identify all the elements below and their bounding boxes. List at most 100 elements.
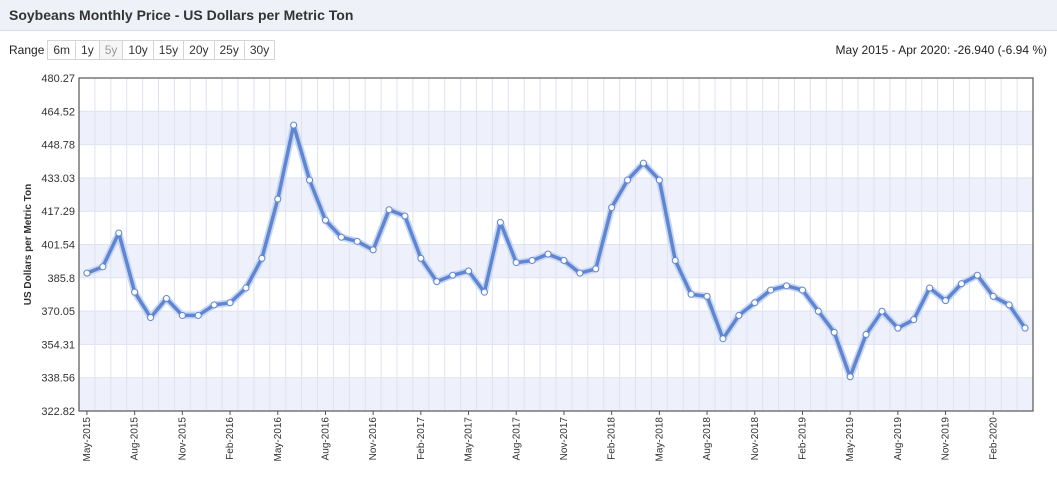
range-button-30y[interactable]: 30y xyxy=(243,40,276,60)
range-button-6m[interactable]: 6m xyxy=(47,40,77,60)
data-point xyxy=(576,269,584,277)
data-point xyxy=(465,267,473,275)
x-tick-label: May-2018 xyxy=(654,417,665,462)
range-button-25y[interactable]: 25y xyxy=(213,40,245,60)
data-point xyxy=(210,301,218,309)
data-point xyxy=(306,176,314,184)
data-point xyxy=(814,307,822,315)
x-tick-label: Feb-2016 xyxy=(225,417,236,460)
data-point xyxy=(1005,301,1013,309)
y-tick-label: 385.8 xyxy=(47,273,75,285)
x-tick-label: May-2015 xyxy=(82,417,93,462)
data-point xyxy=(783,282,791,290)
x-tick-label: Feb-2020 xyxy=(988,417,999,460)
data-point xyxy=(942,297,950,305)
x-tick-label: Aug-2018 xyxy=(702,417,713,461)
x-tick-label: Aug-2015 xyxy=(130,417,141,461)
data-point xyxy=(671,256,679,264)
x-tick-label: Nov-2018 xyxy=(750,417,761,461)
data-point xyxy=(353,237,361,245)
x-tick-label: Feb-2017 xyxy=(416,417,427,460)
range-button-5y[interactable]: 5y xyxy=(98,40,124,60)
data-point xyxy=(147,314,155,322)
data-point xyxy=(592,265,600,273)
data-point xyxy=(544,250,552,258)
title-bar: Soybeans Monthly Price - US Dollars per … xyxy=(0,0,1057,31)
range-selector: Range 6m 1y 5y 10y 15y 20y 25y 30y xyxy=(9,40,276,60)
x-tick-label: May-2019 xyxy=(845,417,856,462)
y-tick-label: 433.03 xyxy=(41,173,75,185)
y-tick-label: 480.27 xyxy=(41,73,75,85)
data-point xyxy=(798,286,806,294)
data-point xyxy=(751,299,759,307)
data-point xyxy=(131,288,139,296)
data-point xyxy=(735,311,743,319)
x-tick-label: Aug-2016 xyxy=(320,417,331,461)
data-point xyxy=(639,159,647,167)
data-point xyxy=(99,263,107,271)
data-point xyxy=(655,176,663,184)
plot-border xyxy=(78,77,1034,412)
data-point xyxy=(369,246,377,254)
data-point xyxy=(321,216,329,224)
data-point xyxy=(162,295,170,303)
x-tick-label: Aug-2017 xyxy=(511,417,522,461)
range-summary: May 2015 - Apr 2020: -26.940 (-6.94 %) xyxy=(835,43,1047,57)
data-point xyxy=(719,335,727,343)
data-point xyxy=(401,212,409,220)
series-line xyxy=(85,123,1027,379)
data-point xyxy=(417,254,425,262)
price-chart: 480.27 464.52 448.78 433.03 417.29 401.54 385.… xyxy=(23,73,1034,462)
y-tick-label: 448.78 xyxy=(41,140,75,152)
data-point xyxy=(337,233,345,241)
range-button-1y[interactable]: 1y xyxy=(75,40,100,60)
data-point xyxy=(226,299,234,307)
x-tick-label: May-2017 xyxy=(464,417,475,462)
x-tick-label: Nov-2019 xyxy=(941,417,952,461)
data-point xyxy=(194,311,202,319)
data-point xyxy=(957,280,965,288)
data-point xyxy=(973,271,981,279)
data-point xyxy=(608,204,616,212)
data-point xyxy=(560,256,568,264)
data-point xyxy=(846,373,854,381)
y-tick-label: 354.31 xyxy=(41,339,75,351)
chart-title: Soybeans Monthly Price - US Dollars per … xyxy=(9,7,354,23)
range-button-20y[interactable]: 20y xyxy=(183,40,215,60)
data-point xyxy=(449,271,457,279)
data-point xyxy=(385,206,393,214)
data-point xyxy=(242,284,250,292)
data-point xyxy=(274,195,282,203)
y-tick-label: 322.82 xyxy=(41,406,75,418)
data-point xyxy=(989,292,997,300)
y-axis-title: US Dollars per Metric Ton xyxy=(23,184,34,306)
x-tick-label: Aug-2019 xyxy=(893,417,904,461)
data-point xyxy=(512,259,520,267)
data-point xyxy=(910,316,918,324)
data-point xyxy=(290,121,298,129)
data-point xyxy=(703,292,711,300)
data-point xyxy=(258,254,266,262)
data-point xyxy=(862,330,870,338)
data-point xyxy=(528,256,536,264)
data-point xyxy=(480,288,488,296)
data-point xyxy=(767,286,775,294)
x-tick-label: Nov-2015 xyxy=(177,417,188,461)
x-tick-label: Feb-2018 xyxy=(607,417,618,460)
data-point xyxy=(1021,324,1029,332)
data-point xyxy=(878,307,886,315)
y-tick-label: 338.56 xyxy=(41,373,75,385)
y-tick-label: 417.29 xyxy=(41,206,75,218)
data-point xyxy=(894,324,902,332)
data-point xyxy=(178,311,186,319)
y-tick-label: 370.05 xyxy=(41,306,75,318)
x-tick-label: Feb-2019 xyxy=(797,417,808,460)
data-point xyxy=(926,284,934,292)
x-tick-label: Nov-2017 xyxy=(559,417,570,461)
x-tick-label: May-2016 xyxy=(273,417,284,462)
y-tick-label: 401.54 xyxy=(41,240,75,252)
range-button-10y[interactable]: 10y xyxy=(122,40,154,60)
range-label: Range xyxy=(9,43,45,57)
range-button-15y[interactable]: 15y xyxy=(152,40,185,60)
x-tick-label: Nov-2016 xyxy=(368,417,379,461)
